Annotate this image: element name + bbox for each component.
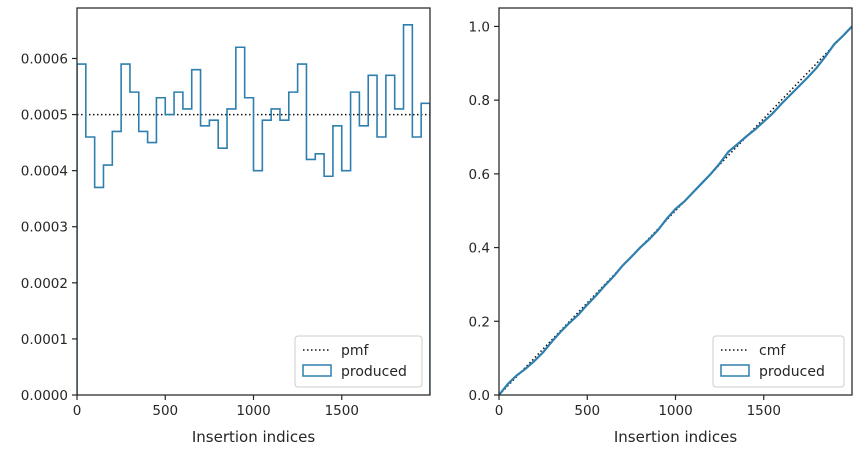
plot-area (499, 25, 852, 395)
y-tick-label: 0.0000 (21, 388, 68, 404)
x-tick-label: 0 (73, 403, 82, 419)
y-tick-label: 0.0002 (21, 276, 68, 292)
y-tick-label: 0.0004 (21, 164, 68, 180)
y-tick-label: 0.0006 (21, 51, 68, 67)
x-tick-label: 1500 (747, 403, 781, 419)
y-tick-label: 0.0005 (21, 108, 68, 124)
legend-label: cmf (759, 343, 786, 359)
legend: pmf produced (294, 335, 423, 388)
legend: cmf produced (712, 335, 845, 388)
legend-produced-swatch (302, 364, 332, 377)
plot-area (77, 24, 430, 395)
x-tick-label: 1000 (236, 403, 270, 419)
y-tick-label: 0.4 (469, 241, 490, 257)
y-tick-label: 0.0001 (21, 332, 68, 348)
y-tick-label: 0.0 (469, 388, 490, 404)
x-tick-label: 1000 (658, 403, 692, 419)
cmf-line-panel: 0 500 1000 1500 0.0 0.2 0.4 0.6 0.8 1.0 Insertion … (469, 7, 853, 446)
produced-histogram-step (77, 24, 430, 395)
x-tick-label: 500 (152, 403, 178, 419)
y-tick-label: 0.8 (469, 93, 490, 109)
pmf-histogram-panel: 0 500 1000 1500 0.0000 0.0001 0.0002 0.0003 0.00… (21, 7, 431, 446)
legend-produced-swatch (720, 364, 750, 377)
produced-cumulative-line (499, 25, 852, 395)
legend-label: produced (341, 364, 407, 380)
legend-box (712, 335, 845, 388)
x-tick-label: 500 (574, 403, 600, 419)
x-tick-label: 0 (495, 403, 504, 419)
legend-label: produced (759, 364, 825, 380)
legend-label: pmf (341, 343, 370, 359)
y-tick-label: 0.2 (469, 314, 490, 330)
y-tick-label: 0.0003 (21, 220, 68, 236)
y-tick-label: 0.6 (469, 167, 490, 183)
legend-box (294, 335, 423, 388)
x-tick-label: 1500 (325, 403, 359, 419)
x-axis-label: Insertion indices (192, 428, 315, 446)
x-axis-label: Insertion indices (614, 428, 737, 446)
y-tick-label: 1.0 (469, 19, 490, 35)
